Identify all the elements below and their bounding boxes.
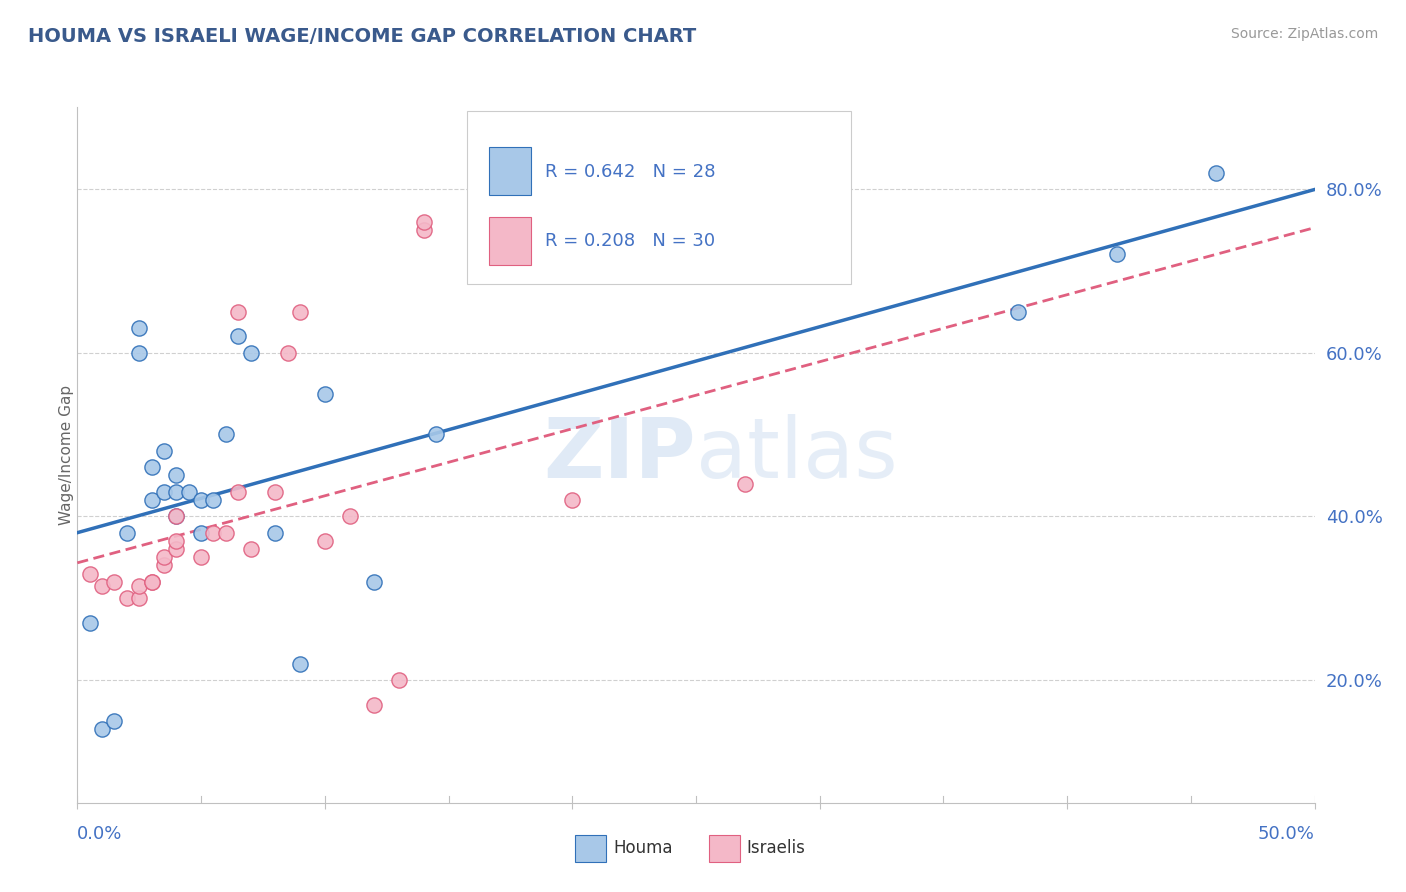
Point: [288, 657, 311, 671]
Point: [141, 574, 163, 589]
Point: [153, 550, 176, 565]
Point: [177, 484, 200, 499]
Point: [202, 525, 225, 540]
Point: [91, 722, 114, 736]
Point: [190, 550, 212, 565]
FancyBboxPatch shape: [467, 111, 851, 285]
Text: R = 0.642   N = 28: R = 0.642 N = 28: [546, 162, 716, 181]
Point: [128, 345, 150, 359]
Point: [165, 468, 187, 483]
Point: [425, 427, 447, 442]
FancyBboxPatch shape: [489, 217, 531, 265]
Point: [339, 509, 361, 524]
Text: Israelis: Israelis: [747, 839, 806, 857]
Text: Houma: Houma: [613, 839, 672, 857]
Point: [190, 492, 212, 507]
Point: [190, 525, 212, 540]
Point: [215, 525, 238, 540]
Point: [165, 509, 187, 524]
Point: [165, 509, 187, 524]
Point: [141, 574, 163, 589]
Point: [128, 591, 150, 606]
Point: [561, 492, 583, 507]
Point: [314, 386, 336, 401]
Text: atlas: atlas: [696, 415, 897, 495]
Text: HOUMA VS ISRAELI WAGE/INCOME GAP CORRELATION CHART: HOUMA VS ISRAELI WAGE/INCOME GAP CORRELA…: [28, 27, 696, 45]
Point: [141, 492, 163, 507]
Point: [202, 492, 225, 507]
Point: [412, 214, 434, 228]
Point: [1007, 304, 1029, 318]
Point: [226, 329, 249, 343]
FancyBboxPatch shape: [709, 835, 740, 862]
Point: [79, 615, 101, 630]
Point: [363, 574, 385, 589]
Point: [103, 714, 125, 728]
Point: [388, 673, 411, 687]
Point: [79, 566, 101, 581]
Point: [165, 542, 187, 557]
Point: [226, 304, 249, 318]
Point: [215, 427, 238, 442]
Point: [103, 574, 125, 589]
Point: [1205, 165, 1227, 179]
Point: [734, 476, 756, 491]
Point: [165, 533, 187, 548]
Point: [264, 525, 287, 540]
Point: [91, 579, 114, 593]
Point: [288, 304, 311, 318]
Text: Source: ZipAtlas.com: Source: ZipAtlas.com: [1230, 27, 1378, 41]
Y-axis label: Wage/Income Gap: Wage/Income Gap: [59, 384, 73, 525]
Point: [239, 345, 262, 359]
Point: [153, 443, 176, 458]
Point: [128, 579, 150, 593]
Text: 50.0%: 50.0%: [1258, 825, 1315, 843]
Point: [153, 558, 176, 573]
Point: [1105, 247, 1128, 261]
Point: [226, 484, 249, 499]
Point: [363, 698, 385, 712]
Point: [115, 591, 138, 606]
Point: [277, 345, 299, 359]
Point: [128, 321, 150, 335]
Text: 0.0%: 0.0%: [77, 825, 122, 843]
Point: [412, 223, 434, 237]
Point: [141, 460, 163, 475]
Point: [115, 525, 138, 540]
Point: [165, 484, 187, 499]
FancyBboxPatch shape: [575, 835, 606, 862]
Text: R = 0.208   N = 30: R = 0.208 N = 30: [546, 232, 716, 251]
Text: ZIP: ZIP: [544, 415, 696, 495]
Point: [264, 484, 287, 499]
FancyBboxPatch shape: [489, 147, 531, 195]
Point: [239, 542, 262, 557]
Point: [153, 484, 176, 499]
Point: [314, 533, 336, 548]
